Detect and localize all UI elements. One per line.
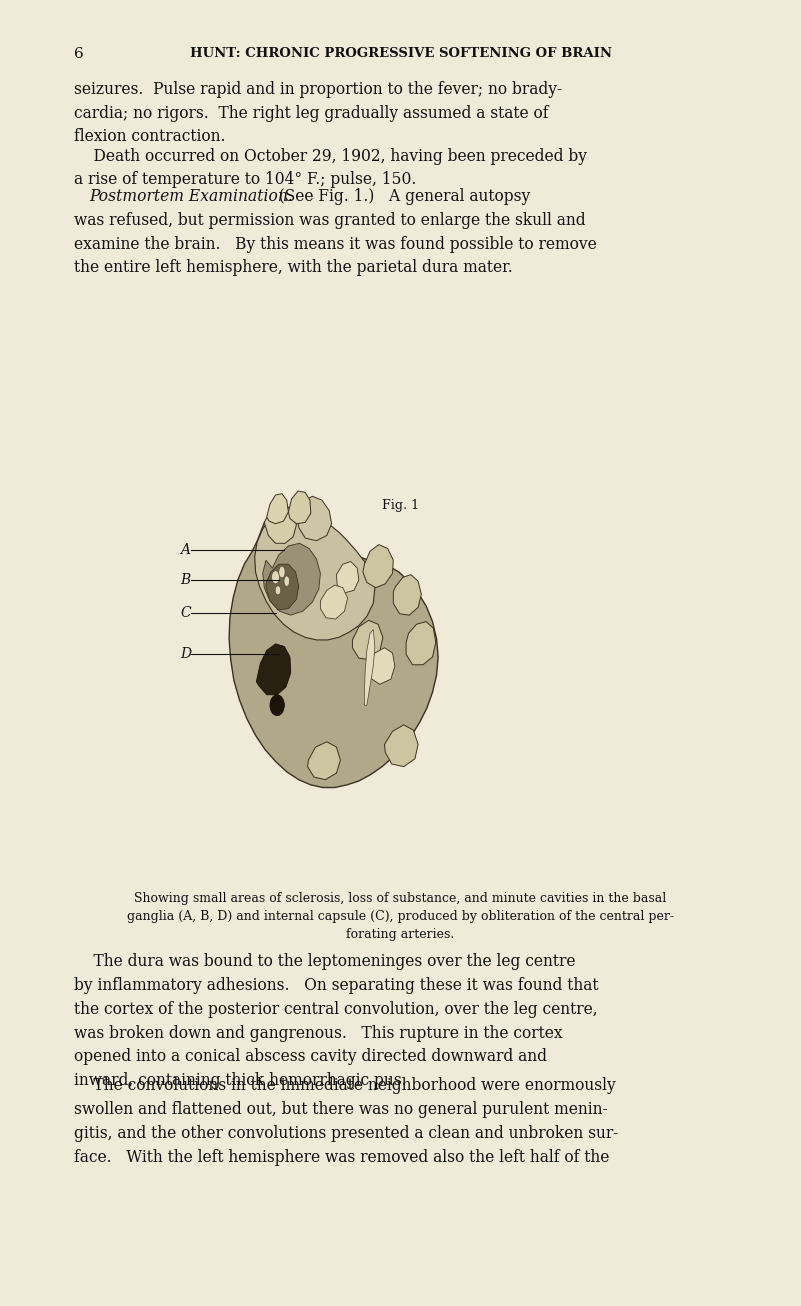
Polygon shape xyxy=(406,622,436,665)
Polygon shape xyxy=(264,503,296,543)
Ellipse shape xyxy=(279,567,285,577)
Ellipse shape xyxy=(272,571,280,584)
Text: B: B xyxy=(180,573,191,586)
Text: The dura was bound to the leptomeninges over the leg centre
by inflammatory adhe: The dura was bound to the leptomeninges … xyxy=(74,953,598,1089)
Text: 6: 6 xyxy=(74,47,83,61)
Polygon shape xyxy=(384,725,418,767)
Ellipse shape xyxy=(276,585,280,594)
Polygon shape xyxy=(320,585,348,619)
Polygon shape xyxy=(296,496,332,541)
Text: (See Fig. 1.)   A general autopsy
was refused, but permission was granted to enl: (See Fig. 1.) A general autopsy was refu… xyxy=(74,188,597,277)
Text: seizures.  Pulse rapid and in proportion to the fever; no brady-
cardia; no rigo: seizures. Pulse rapid and in proportion … xyxy=(74,81,562,145)
Text: A: A xyxy=(180,543,190,558)
Polygon shape xyxy=(288,491,311,524)
Polygon shape xyxy=(267,494,288,524)
Polygon shape xyxy=(256,644,291,695)
Polygon shape xyxy=(364,629,375,705)
Polygon shape xyxy=(363,545,393,588)
Polygon shape xyxy=(393,575,421,615)
Text: The convolutions in the immediate neighborhood were enormously
swollen and flatt: The convolutions in the immediate neighb… xyxy=(74,1077,618,1166)
Text: Death occurred on October 29, 1902, having been preceded by
a rise of temperatur: Death occurred on October 29, 1902, havi… xyxy=(74,148,586,188)
Ellipse shape xyxy=(270,695,284,716)
Ellipse shape xyxy=(284,576,290,586)
Polygon shape xyxy=(255,507,375,640)
Polygon shape xyxy=(368,648,395,684)
Polygon shape xyxy=(336,562,359,593)
Text: C: C xyxy=(180,606,191,619)
Text: Fig. 1: Fig. 1 xyxy=(382,499,419,512)
Polygon shape xyxy=(229,511,438,788)
Text: HUNT: CHRONIC PROGRESSIVE SOFTENING OF BRAIN: HUNT: CHRONIC PROGRESSIVE SOFTENING OF B… xyxy=(190,47,611,60)
Polygon shape xyxy=(266,564,299,610)
Polygon shape xyxy=(352,620,383,660)
Text: Postmortem Examination.: Postmortem Examination. xyxy=(90,188,293,205)
Polygon shape xyxy=(263,543,320,615)
Polygon shape xyxy=(308,742,340,780)
Text: D: D xyxy=(180,648,191,661)
Text: Showing small areas of sclerosis, loss of substance, and minute cavities in the : Showing small areas of sclerosis, loss o… xyxy=(127,892,674,942)
